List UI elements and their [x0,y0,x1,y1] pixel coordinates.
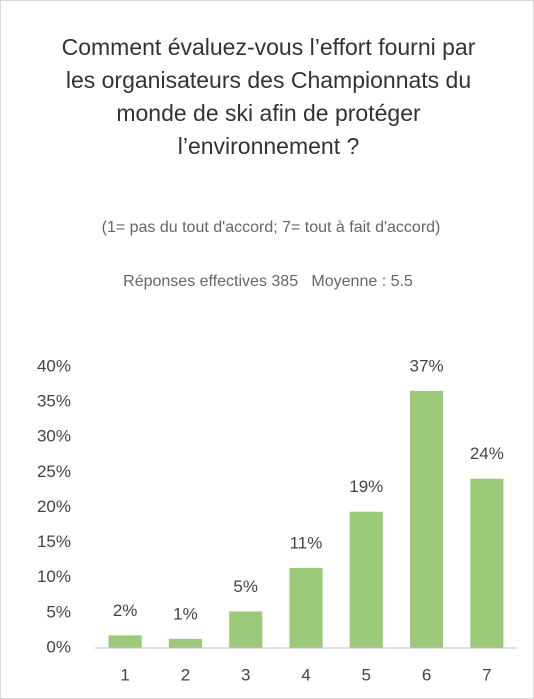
data-label: 24% [470,444,504,463]
y-tick-label: 5% [46,602,71,621]
bar [108,635,142,648]
x-tick-label: 3 [241,665,250,684]
x-tick-label: 4 [301,665,310,684]
data-label: 1% [173,604,198,623]
bar [289,567,323,648]
chart-subtitle: (1= pas du tout d'accord; 7= tout à fait… [101,219,441,236]
y-tick-label: 35% [37,392,71,411]
x-tick-label: 5 [362,665,371,684]
y-tick-label: 15% [37,532,71,551]
y-tick-label: 25% [37,462,71,481]
bar [168,638,203,648]
data-label: 37% [410,356,444,375]
data-label: 19% [349,477,383,496]
data-label: 11% [290,533,323,552]
x-tick-label: 6 [422,665,431,684]
y-tick-label: 40% [37,356,71,375]
chart-title: Comment évaluez-vous l’effort fourni par… [61,34,476,159]
y-tick-label: 0% [46,637,71,656]
bar [349,511,383,648]
x-tick-label: 2 [181,665,190,684]
y-tick-label: 20% [37,497,71,516]
data-label: 5% [233,577,258,596]
y-tick-label: 30% [37,427,71,446]
bar [409,390,444,648]
x-tick-label: 1 [120,665,129,684]
y-tick-label: 10% [37,567,71,586]
x-tick-label: 7 [482,665,491,684]
bar [229,611,263,648]
chart-note: Réponses effectives 385 Moyenne : 5.5 [123,273,413,290]
bar [470,478,504,648]
data-label: 2% [113,601,138,620]
